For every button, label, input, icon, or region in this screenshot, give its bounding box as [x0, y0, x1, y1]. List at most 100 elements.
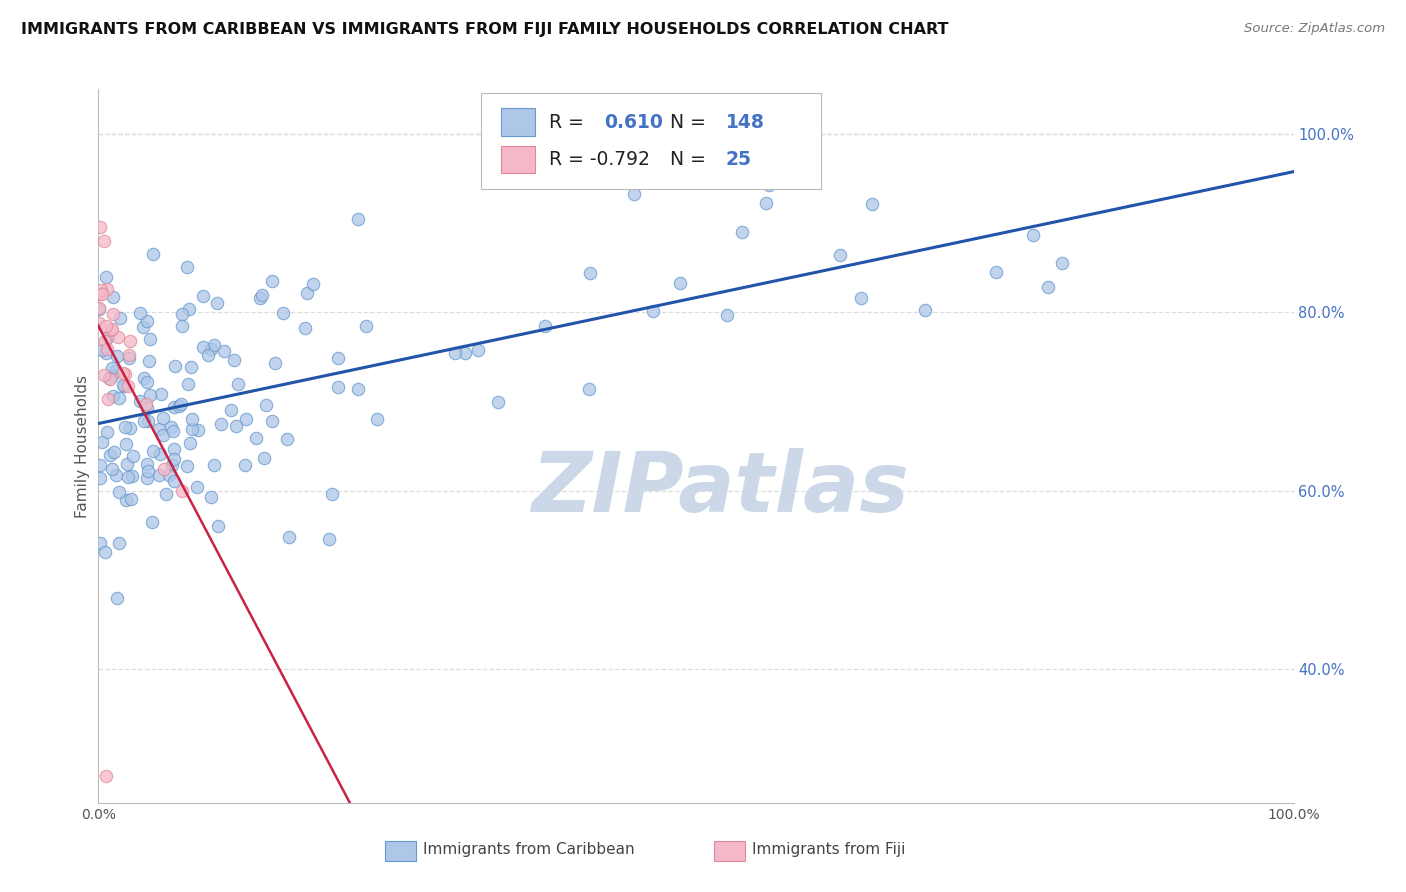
Point — [114, 493, 136, 508]
Point — [141, 515, 163, 529]
Point — [132, 370, 155, 384]
Point — [89, 458, 111, 472]
Point — [135, 471, 157, 485]
FancyBboxPatch shape — [481, 93, 821, 189]
Point — [253, 451, 276, 466]
Point — [169, 399, 191, 413]
Point — [96, 425, 118, 440]
Point — [94, 269, 117, 284]
Text: ZIPatlas: ZIPatlas — [531, 449, 908, 529]
Point — [118, 351, 141, 365]
Point — [486, 394, 509, 409]
Point — [221, 403, 243, 417]
Point — [100, 323, 122, 337]
Point — [172, 318, 194, 333]
Point — [135, 401, 157, 416]
Point — [163, 442, 186, 456]
Point — [180, 412, 202, 426]
Point — [467, 343, 489, 357]
Text: 25: 25 — [725, 150, 752, 169]
Point — [93, 234, 115, 248]
Point — [326, 380, 349, 394]
Point — [354, 318, 377, 333]
Point — [1050, 256, 1073, 270]
Point — [177, 301, 200, 316]
Point — [96, 282, 118, 296]
Point — [103, 307, 125, 321]
Text: R = -0.792: R = -0.792 — [548, 150, 650, 169]
Y-axis label: Family Households: Family Households — [75, 375, 90, 517]
Point — [226, 376, 249, 391]
Point — [89, 535, 111, 549]
Point — [169, 397, 191, 411]
Point — [302, 277, 325, 291]
Point — [94, 334, 117, 349]
Bar — [501, 145, 534, 173]
Point — [193, 340, 215, 354]
Point — [89, 287, 111, 301]
Point — [277, 530, 299, 544]
Text: IMMIGRANTS FROM CARIBBEAN VS IMMIGRANTS FROM FIJI FAMILY HOUSEHOLDS CORRELATION : IMMIGRANTS FROM CARIBBEAN VS IMMIGRANTS … — [21, 22, 949, 37]
Point — [225, 418, 247, 433]
Point — [114, 437, 136, 451]
Point — [366, 411, 388, 425]
Point — [578, 382, 600, 396]
Point — [177, 376, 200, 391]
Point — [87, 301, 110, 316]
Point — [731, 225, 754, 239]
Point — [136, 464, 159, 478]
Point — [318, 532, 340, 546]
Point — [716, 308, 738, 322]
Point — [112, 378, 135, 392]
Point — [250, 288, 273, 302]
Point — [326, 351, 349, 365]
Point — [149, 386, 172, 401]
Point — [105, 468, 128, 483]
Point — [94, 319, 117, 334]
Point — [136, 376, 159, 390]
Point — [623, 186, 645, 201]
Point — [118, 334, 141, 348]
Point — [444, 346, 467, 360]
Point — [260, 274, 283, 288]
Point — [233, 458, 256, 472]
Point — [97, 329, 120, 343]
Point — [131, 320, 153, 334]
Text: N =: N = — [669, 150, 706, 169]
Point — [89, 470, 111, 484]
Point — [103, 445, 125, 459]
Point — [98, 370, 121, 384]
Point — [186, 480, 208, 494]
Point — [160, 458, 183, 472]
Point — [94, 545, 117, 559]
Point — [129, 394, 152, 409]
Point — [152, 427, 174, 442]
Text: 148: 148 — [725, 112, 765, 131]
Point — [914, 302, 936, 317]
Point — [163, 400, 186, 414]
Text: 0.610: 0.610 — [605, 112, 662, 131]
Point — [115, 457, 138, 471]
Point — [830, 248, 852, 262]
Point — [132, 414, 155, 428]
Point — [103, 290, 125, 304]
Point — [91, 287, 114, 301]
Point — [142, 247, 165, 261]
Point — [101, 361, 124, 376]
Point — [114, 367, 136, 381]
Point — [754, 196, 776, 211]
Point — [100, 372, 122, 386]
Point — [136, 414, 159, 428]
Point — [186, 423, 208, 437]
Point — [179, 435, 201, 450]
Text: Source: ZipAtlas.com: Source: ZipAtlas.com — [1244, 22, 1385, 36]
Point — [212, 343, 235, 358]
Point — [139, 333, 162, 347]
Text: R =: R = — [548, 112, 591, 131]
Point — [101, 369, 124, 384]
Point — [758, 178, 780, 193]
Point — [159, 420, 181, 434]
Bar — [501, 109, 534, 136]
Point — [197, 348, 219, 362]
Point — [120, 492, 142, 507]
